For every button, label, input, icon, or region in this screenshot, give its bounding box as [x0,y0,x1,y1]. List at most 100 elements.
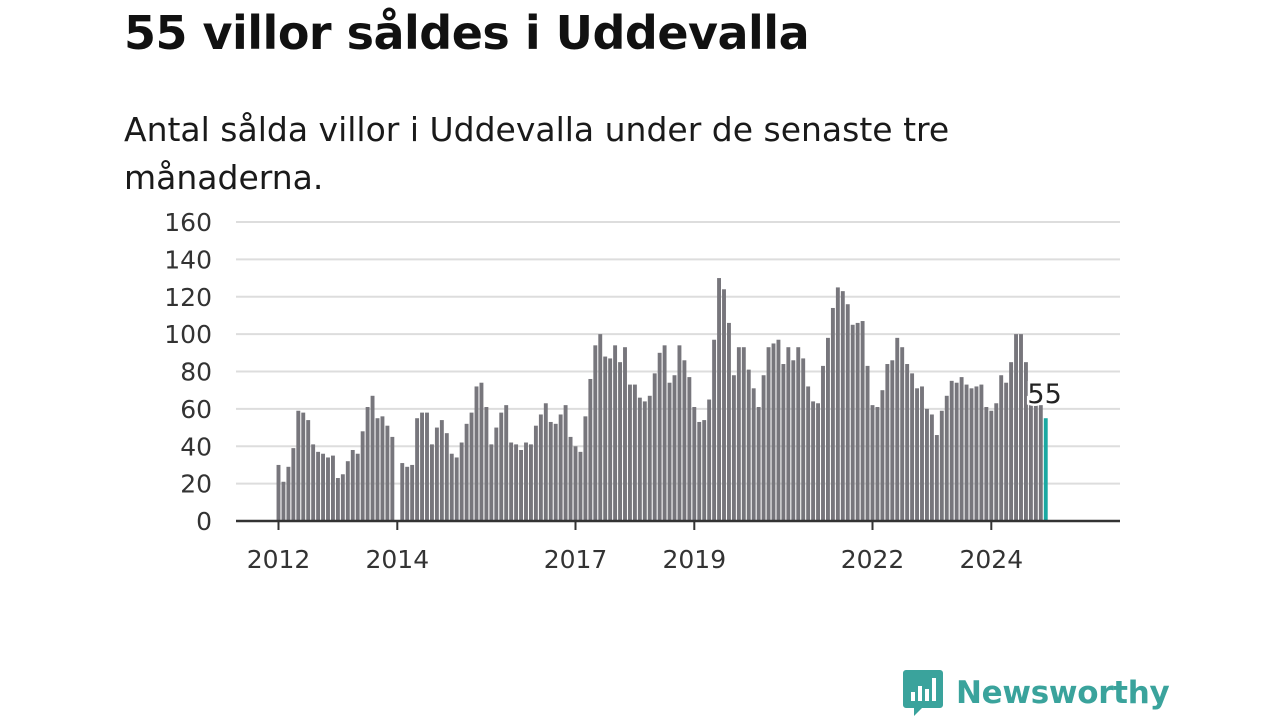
bar [865,365,870,521]
bar [326,457,330,521]
bar [623,347,627,521]
y-tick-label: 140 [164,245,212,274]
bar [613,345,618,521]
bar [425,412,429,521]
bar [296,410,301,521]
x-tick-label: 2014 [365,545,429,574]
bar [538,414,543,521]
bar [731,375,736,521]
bar [345,461,350,521]
bar [316,451,321,521]
bar [905,364,910,521]
bar [459,442,464,521]
bar [984,407,989,521]
bar [677,345,682,521]
bar [855,322,860,521]
bar [454,457,459,521]
y-tick-label: 100 [164,320,212,349]
bar [593,345,598,521]
bar [1028,399,1033,521]
x-tick-label: 2024 [959,545,1023,574]
bar [811,401,816,521]
bar [499,412,504,521]
bar [806,386,811,521]
bar [568,436,573,521]
bar [821,365,825,521]
bar [870,405,875,521]
bar [637,397,642,521]
bar [449,453,454,521]
bar [558,414,563,521]
bar [979,384,984,521]
bar [751,388,756,521]
bar [974,386,979,521]
bar [994,403,999,521]
bar [628,384,632,521]
bar [969,388,974,521]
bar [875,407,880,521]
bar [578,451,583,521]
bar [652,373,657,521]
bar [360,431,365,521]
bar [915,388,919,521]
bar [588,378,593,521]
y-tick-label: 0 [196,507,212,536]
bar [321,453,325,521]
bar [410,464,415,521]
bar [543,403,548,521]
bar [434,427,439,521]
bar [771,343,776,521]
bar [692,407,697,521]
bar [959,377,964,521]
value-labels: 55 [1025,377,1064,413]
bar [603,356,608,521]
chart-subtitle: Antal sålda villor i Uddevalla under de … [124,110,950,197]
x-axis-tick-labels: 2012 2014 2017 2019 2022 2024 [247,545,1023,574]
bar [286,466,291,521]
x-tick-label: 2019 [662,545,726,574]
bar [509,442,514,521]
bar [840,291,845,521]
bar [335,478,340,521]
y-tick-label: 80 [180,358,212,387]
bar [657,352,662,521]
bar [672,375,677,521]
bar [1024,362,1028,521]
bar-chart-speech-bubble-icon [903,670,943,716]
bar [340,474,345,521]
bar [276,464,281,521]
x-tick-label: 2017 [544,545,608,574]
bar [707,399,712,521]
brand-logo: Newsworthy [902,668,1170,718]
bar [717,278,721,521]
bar [860,321,865,521]
bar [514,444,519,521]
bar [331,455,335,521]
bar [405,466,410,521]
bar [533,425,538,521]
bar [474,386,479,521]
y-tick-label: 160 [164,208,212,237]
y-tick-label: 40 [180,432,212,461]
bar [489,444,494,521]
bar [1009,362,1014,521]
bar [989,410,994,521]
bar [816,403,820,521]
bar [464,423,469,521]
y-axis-tick-labels: 0 20 40 60 80 100 120 140 160 [164,208,212,536]
bar-highlight [1043,418,1048,521]
bar [632,384,637,521]
bar [900,347,905,521]
brand-name: Newsworthy [956,675,1170,711]
bar [563,405,568,521]
bar [746,369,751,521]
bar [885,364,890,521]
bar [1014,334,1018,521]
bar [796,347,801,521]
bar [801,358,806,521]
bar [766,347,771,521]
bar [954,382,959,521]
bar [647,395,652,521]
bar [890,360,895,521]
